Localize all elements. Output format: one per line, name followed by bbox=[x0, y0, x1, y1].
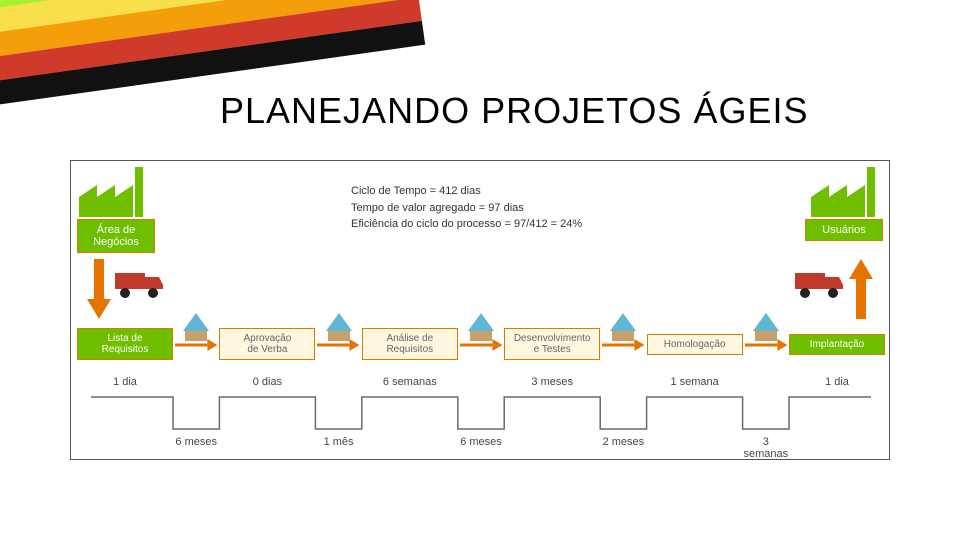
source-label: Área de Negócios bbox=[77, 219, 155, 253]
process-box: Homologação bbox=[647, 334, 743, 355]
down-arrow-icon bbox=[87, 259, 111, 324]
truck-icon bbox=[795, 269, 845, 304]
value-stream-diagram: Área de Negócios Usuários bbox=[70, 160, 890, 460]
inventory-pile-icon bbox=[751, 313, 781, 348]
process-box: Análise de Requisitos bbox=[362, 328, 458, 360]
dest-label: Usuários bbox=[805, 219, 883, 241]
metric-line: Ciclo de Tempo = 412 dias bbox=[351, 183, 582, 200]
truck-icon bbox=[115, 269, 165, 304]
wave-line bbox=[91, 393, 871, 433]
top-duration-label: 1 dia bbox=[77, 376, 173, 388]
metric-line: Eficiência do ciclo do processo = 97/412… bbox=[351, 216, 582, 233]
factory-icon bbox=[811, 167, 881, 217]
inventory-pile-icon bbox=[324, 313, 354, 348]
gap-duration-label: 6 meses bbox=[173, 436, 219, 448]
inventory-pile-icon bbox=[181, 313, 211, 348]
process-box: Desenvolvimento e Testes bbox=[504, 328, 600, 360]
up-arrow-icon bbox=[849, 259, 873, 324]
bottom-durations: 6 meses1 mês6 meses2 meses3 semanas bbox=[71, 436, 889, 454]
metrics-text: Ciclo de Tempo = 412 dias Tempo de valor… bbox=[351, 183, 582, 233]
process-box: Aprovação de Verba bbox=[219, 328, 315, 360]
top-duration-label: 1 dia bbox=[789, 376, 885, 388]
slide: PLANEJANDO PROJETOS ÁGEIS Área de Negóci… bbox=[0, 0, 960, 540]
factory-icon bbox=[79, 167, 149, 217]
top-durations: 1 dia 0 dias 6 semanas 3 meses 1 semana 1 dia bbox=[71, 376, 889, 394]
top-duration-label: 0 dias bbox=[219, 376, 315, 388]
metric-line: Tempo de valor agregado = 97 dias bbox=[351, 200, 582, 217]
gap-duration-label: 3 semanas bbox=[743, 436, 789, 460]
top-duration-label: 6 semanas bbox=[362, 376, 458, 388]
top-duration-label: 1 semana bbox=[647, 376, 743, 388]
gap-duration-label: 1 mês bbox=[315, 436, 361, 448]
gap-duration-label: 6 meses bbox=[458, 436, 504, 448]
process-box: Implantação bbox=[789, 334, 885, 355]
inventory-pile-icon bbox=[466, 313, 496, 348]
gap-duration-label: 2 meses bbox=[600, 436, 646, 448]
inventory-pile-icon bbox=[608, 313, 638, 348]
process-box: Lista de Requisitos bbox=[77, 328, 173, 360]
top-duration-label: 3 meses bbox=[504, 376, 600, 388]
slide-title: PLANEJANDO PROJETOS ÁGEIS bbox=[220, 90, 808, 132]
